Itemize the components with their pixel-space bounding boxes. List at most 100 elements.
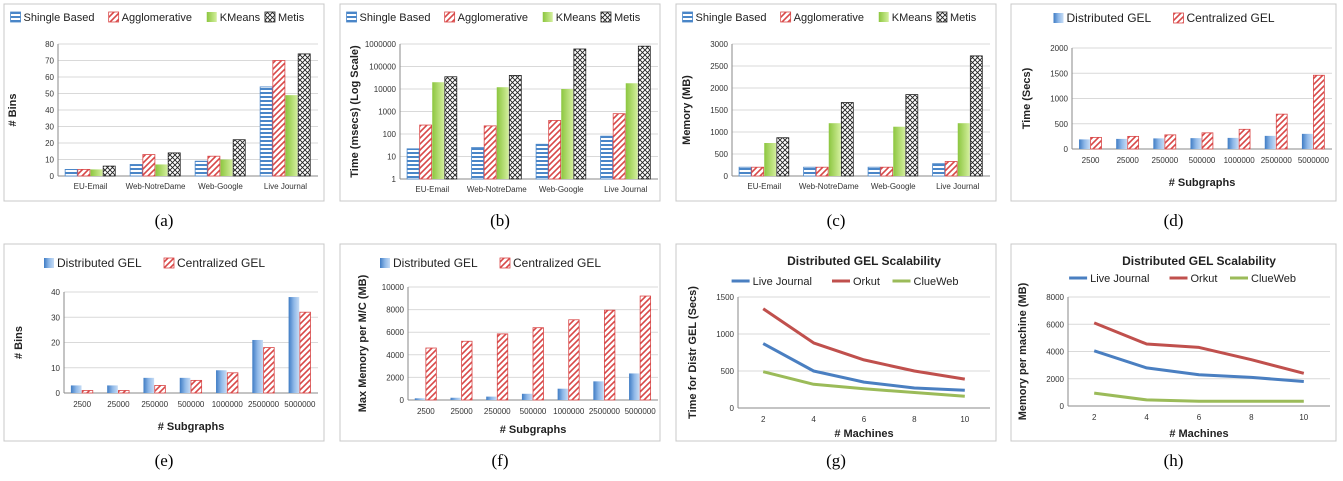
panel-caption: (b) xyxy=(490,211,510,230)
legend-label: KMeans xyxy=(892,12,933,24)
bar-kmeans xyxy=(828,123,841,176)
panel-caption: (e) xyxy=(155,451,174,470)
bar-kmeans xyxy=(764,143,777,176)
bar-centralized xyxy=(1090,136,1102,150)
y-tick-label: 2000 xyxy=(386,373,404,382)
legend-label: Live Journal xyxy=(753,276,812,288)
y-tick-label: 1500 xyxy=(1050,69,1068,78)
y-tick-label: 500 xyxy=(715,150,729,159)
y-tick-label: 40 xyxy=(51,288,60,297)
y-tick-label: 8000 xyxy=(386,306,404,315)
y-tick-label: 100 xyxy=(383,130,397,139)
chart-panel-g: 0 500 1000 1500 Time for Distr GEL (Secs) # M… xyxy=(675,243,997,470)
legend-label: Orkut xyxy=(853,276,880,288)
legend-swatch xyxy=(346,11,357,23)
bar-metis xyxy=(167,152,181,177)
x-tick-label: 2500 xyxy=(73,400,91,409)
bar-shingle xyxy=(867,166,881,177)
legend-swatch xyxy=(163,257,175,269)
bar-kmeans xyxy=(155,164,168,176)
x-tick-label: Web-NotreDame xyxy=(467,185,527,194)
y-axis-label: Memory (MB) xyxy=(681,75,693,145)
legend-label: Shingle Based xyxy=(696,12,767,24)
y-tick-label: 0 xyxy=(400,396,405,405)
bar-metis xyxy=(444,76,458,180)
x-tick-label: Web-Google xyxy=(539,185,584,194)
chart-panel-e: 0 10 20 30 40 # Bins # Subgraphs Distributed GE… xyxy=(3,243,325,470)
y-tick-label: 2500 xyxy=(710,62,728,71)
x-tick-label: Live Journal xyxy=(604,185,647,194)
bar-distributed xyxy=(1227,137,1239,149)
bar-kmeans xyxy=(220,159,233,176)
x-tick-label: 1000000 xyxy=(1224,156,1256,165)
legend-label: Distributed GEL xyxy=(57,256,142,270)
bar-distributed xyxy=(1301,133,1313,149)
bar-agglomerative xyxy=(142,154,156,177)
chart-frame xyxy=(675,243,997,442)
x-tick-label: EU-Email xyxy=(747,182,781,191)
legend: Shingle Based Agglomerative KMeans Metis xyxy=(346,11,641,24)
bar-shingle xyxy=(932,163,945,177)
y-tick-label: 100000 xyxy=(369,63,396,72)
legend-label: Distributed GEL xyxy=(1067,11,1152,25)
bar-agglomerative xyxy=(815,166,829,177)
bar-kmeans xyxy=(285,95,298,176)
y-tick-label: 1000 xyxy=(710,128,728,137)
bar-centralized xyxy=(496,333,509,401)
x-tick-label: 25000 xyxy=(1117,156,1140,165)
x-tick-label: 2500000 xyxy=(589,407,621,416)
y-tick-label: 30 xyxy=(45,123,54,132)
y-tick-label: 10 xyxy=(45,156,54,165)
chart-panel-b: 1 10 100 1000 10000 100000 1000000 Time (msecs)… xyxy=(339,3,661,230)
legend: Live Journal Orkut ClueWeb xyxy=(731,276,959,288)
legend-label: Metis xyxy=(614,12,641,24)
x-tick-label: 250000 xyxy=(141,400,168,409)
x-tick-label: 6 xyxy=(862,415,867,424)
panel-caption: (a) xyxy=(155,211,174,230)
bar-distributed xyxy=(450,397,461,400)
bar-kmeans xyxy=(90,169,103,176)
legend-label: Shingle Based xyxy=(360,12,431,24)
bar-centralized xyxy=(639,295,652,401)
y-axis-label: Time (Secs) xyxy=(1021,67,1033,129)
x-tick-label: 25000 xyxy=(107,400,130,409)
bar-shingle xyxy=(471,147,484,180)
y-tick-label: 6000 xyxy=(386,328,404,337)
bar-agglomerative xyxy=(880,166,894,177)
series-line-orkut xyxy=(762,307,966,381)
legend-swatch xyxy=(936,11,948,23)
legend-swatch xyxy=(600,11,612,23)
bar-centralized xyxy=(226,372,239,394)
y-axis-label: Max Memory per M/C (MB) xyxy=(357,274,369,412)
legend-swatch xyxy=(682,11,693,23)
bar-centralized xyxy=(604,309,616,401)
bar-shingle xyxy=(64,168,78,177)
y-tick-label: 500 xyxy=(721,367,735,376)
y-tick-label: 6000 xyxy=(1046,320,1064,329)
bar-shingle xyxy=(194,160,208,177)
bar-kmeans xyxy=(957,123,970,176)
y-tick-label: 80 xyxy=(45,40,54,49)
bar-agglomerative xyxy=(483,125,497,180)
x-tick-label: 8 xyxy=(1249,413,1254,422)
chart-panel-a: 0 10 20 30 40 50 60 70 80 # Bins Shingle Based Aggl… xyxy=(3,3,325,230)
y-tick-label: 1000000 xyxy=(365,40,397,49)
bar-centralized xyxy=(1275,113,1288,150)
bar-centralized xyxy=(461,340,473,401)
panel-caption: (d) xyxy=(1164,211,1184,230)
y-tick-label: 20 xyxy=(51,339,60,348)
legend: Live Journal Orkut ClueWeb xyxy=(1069,273,1296,285)
bar-kmeans xyxy=(625,83,638,179)
x-tick-label: 2500000 xyxy=(1261,156,1293,165)
bar-centralized xyxy=(299,311,311,394)
bar-distributed xyxy=(107,385,118,393)
bar-kmeans xyxy=(432,82,445,179)
y-tick-label: 60 xyxy=(45,73,54,82)
bar-agglomerative xyxy=(944,161,958,177)
y-tick-label: 0 xyxy=(1064,145,1069,154)
x-tick-label: 6 xyxy=(1197,413,1202,422)
y-tick-label: 0 xyxy=(50,172,55,181)
y-tick-label: 10000 xyxy=(382,283,405,292)
chart-title: Distributed GEL Scalability xyxy=(787,254,941,268)
legend-swatch xyxy=(10,11,21,23)
